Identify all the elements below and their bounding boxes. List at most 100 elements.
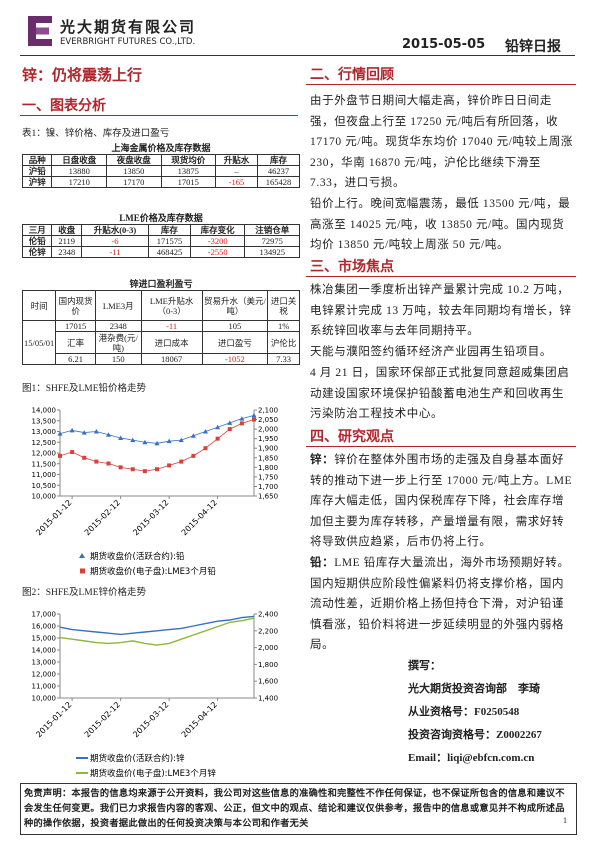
y-tick-label: 11,000	[32, 471, 57, 479]
point	[166, 438, 172, 444]
y-tick-label: 11,500	[32, 460, 57, 468]
cell: 15/05/01	[21, 320, 57, 365]
point	[215, 436, 220, 441]
point	[179, 459, 184, 464]
cell: 18067	[140, 353, 203, 365]
x-tick-label: 2015-02-12	[83, 498, 122, 537]
y-tick-label: 10,000	[32, 695, 57, 703]
cell: 进口成本	[140, 331, 203, 354]
point	[142, 439, 148, 445]
cell: -165	[215, 176, 258, 188]
y2-tick-label: 2,200	[258, 627, 278, 635]
point	[57, 431, 63, 436]
x-tick-label: 2015-03-12	[131, 700, 170, 739]
cell: 13880	[51, 165, 107, 177]
y-tick-label: 13,500	[32, 417, 57, 425]
point	[130, 467, 135, 472]
y-tick-label: 16,000	[32, 623, 57, 631]
cell: 13850	[105, 165, 162, 177]
author-license: 从业资格号：F0250548	[408, 706, 520, 718]
y2-tick-label: 1,600	[258, 678, 278, 686]
cell: 17170	[105, 176, 162, 188]
section-rule	[20, 115, 298, 116]
series-line	[59, 419, 255, 472]
cell: 进口关税	[267, 290, 300, 321]
point	[93, 429, 99, 434]
cell: 三月	[21, 224, 53, 236]
logo	[28, 16, 52, 46]
point	[106, 461, 111, 466]
company-en: EVERBRIGHT FUTURES CO.,LTD.	[60, 37, 196, 47]
point	[191, 453, 196, 458]
section-rule	[306, 446, 576, 447]
paragraph: 铅：LME 铅库存大量流出，海外市场预期好转。国内短期供应阶段性偏紧料仍将支撑价…	[310, 553, 574, 656]
y2-tick-label: 2,100	[258, 407, 278, 415]
row: 沪锌 17210 17170 17015 -165 165428	[21, 176, 300, 188]
paragraph: 4 月 21 日，国家环保部正式批复同意超威集团启动建设国家环境保护铅酸蓄电池生…	[310, 367, 570, 420]
cell: 2348	[51, 246, 82, 258]
series-line	[59, 617, 255, 646]
y-tick-label: 12,000	[32, 450, 57, 458]
point	[106, 432, 111, 437]
x-tick-label: 2015-01-12	[34, 700, 73, 739]
table-title: LME价格及库存数据	[119, 213, 203, 223]
row: 伦锌 2348 -11 468425 -2550 134925	[21, 246, 300, 258]
series-line	[59, 615, 255, 636]
cell: 7.33	[267, 353, 300, 365]
table: 时间 国内现货价 LME3月 LME升贴水（0-3） 贸易升水（美元/吨） 进口关税 15…	[21, 290, 300, 365]
cell: 贸易升水（美元/吨）	[201, 290, 269, 321]
y2-tick-label: 1,750	[258, 473, 278, 481]
cell: 468425	[147, 246, 191, 258]
cell: 6.21	[55, 353, 96, 365]
cell: 沪铅	[21, 165, 53, 177]
cell: -6	[80, 235, 149, 247]
cell: 2119	[51, 235, 82, 247]
cell: LME3月	[94, 290, 142, 321]
y2-tick-label: 2,050	[258, 416, 278, 424]
x-tick-label: 2015-02-12	[83, 700, 122, 739]
figure-caption: 图1：SHFE及LME铅价格走势	[22, 384, 147, 394]
y2-tick-label: 1,800	[258, 661, 278, 669]
author-label: 撰写：	[408, 660, 441, 672]
cell: -11	[80, 246, 149, 258]
section-rule	[306, 276, 576, 277]
lead: 铅：	[310, 557, 335, 569]
point	[190, 433, 196, 438]
cell: 现货均价	[160, 154, 217, 166]
point	[118, 465, 123, 470]
legend-symbol	[80, 568, 85, 574]
table: 三月 收盘 升贴水(0-3) 库存 库存变化 注销仓单 伦铅 2119 -6 171575 -320…	[21, 224, 300, 258]
paragraph: 天能与濮阳签约循环经济产业园再生铅项目。	[310, 346, 552, 358]
cell: 沪锌	[21, 176, 53, 188]
section-heading: 三、市场焦点	[310, 260, 394, 275]
y-tick-label: 11,000	[32, 683, 57, 691]
cell: 150	[94, 353, 142, 365]
y2-tick-label: 1,850	[258, 454, 278, 462]
company: 光大期货有限公司	[60, 18, 197, 36]
cell: 升贴水	[215, 154, 258, 166]
cell: -11	[140, 320, 203, 332]
y2-tick-label: 1,950	[258, 435, 278, 443]
y-tick-label: 14,000	[32, 647, 57, 655]
series-line	[59, 414, 255, 444]
point	[130, 437, 136, 443]
cell: 库存	[147, 224, 191, 236]
y-tick-label: 13,000	[32, 428, 57, 436]
point	[118, 435, 124, 440]
cell: 注销仓单	[244, 224, 300, 236]
author-dept: 光大期货投资咨询部 李琦	[408, 683, 540, 695]
cell: 库存变化	[189, 224, 246, 236]
cell: 进口盈亏	[201, 331, 269, 354]
cell: 伦锌	[21, 246, 53, 258]
cell: 72975	[244, 235, 300, 247]
legend-label: 期货收盘价(电子盘):LME3个月铅	[90, 566, 216, 577]
y-tick-label: 17,000	[32, 611, 57, 619]
point	[81, 430, 87, 435]
y2-tick-label: 2,400	[258, 611, 278, 619]
x-tick-label: 2015-03-12	[131, 498, 170, 537]
y2-tick-label: 1,400	[258, 695, 278, 703]
y-tick-label: 14,000	[32, 407, 57, 415]
cell: 汇率	[55, 331, 96, 354]
cell: 日盘收盘	[51, 154, 107, 166]
